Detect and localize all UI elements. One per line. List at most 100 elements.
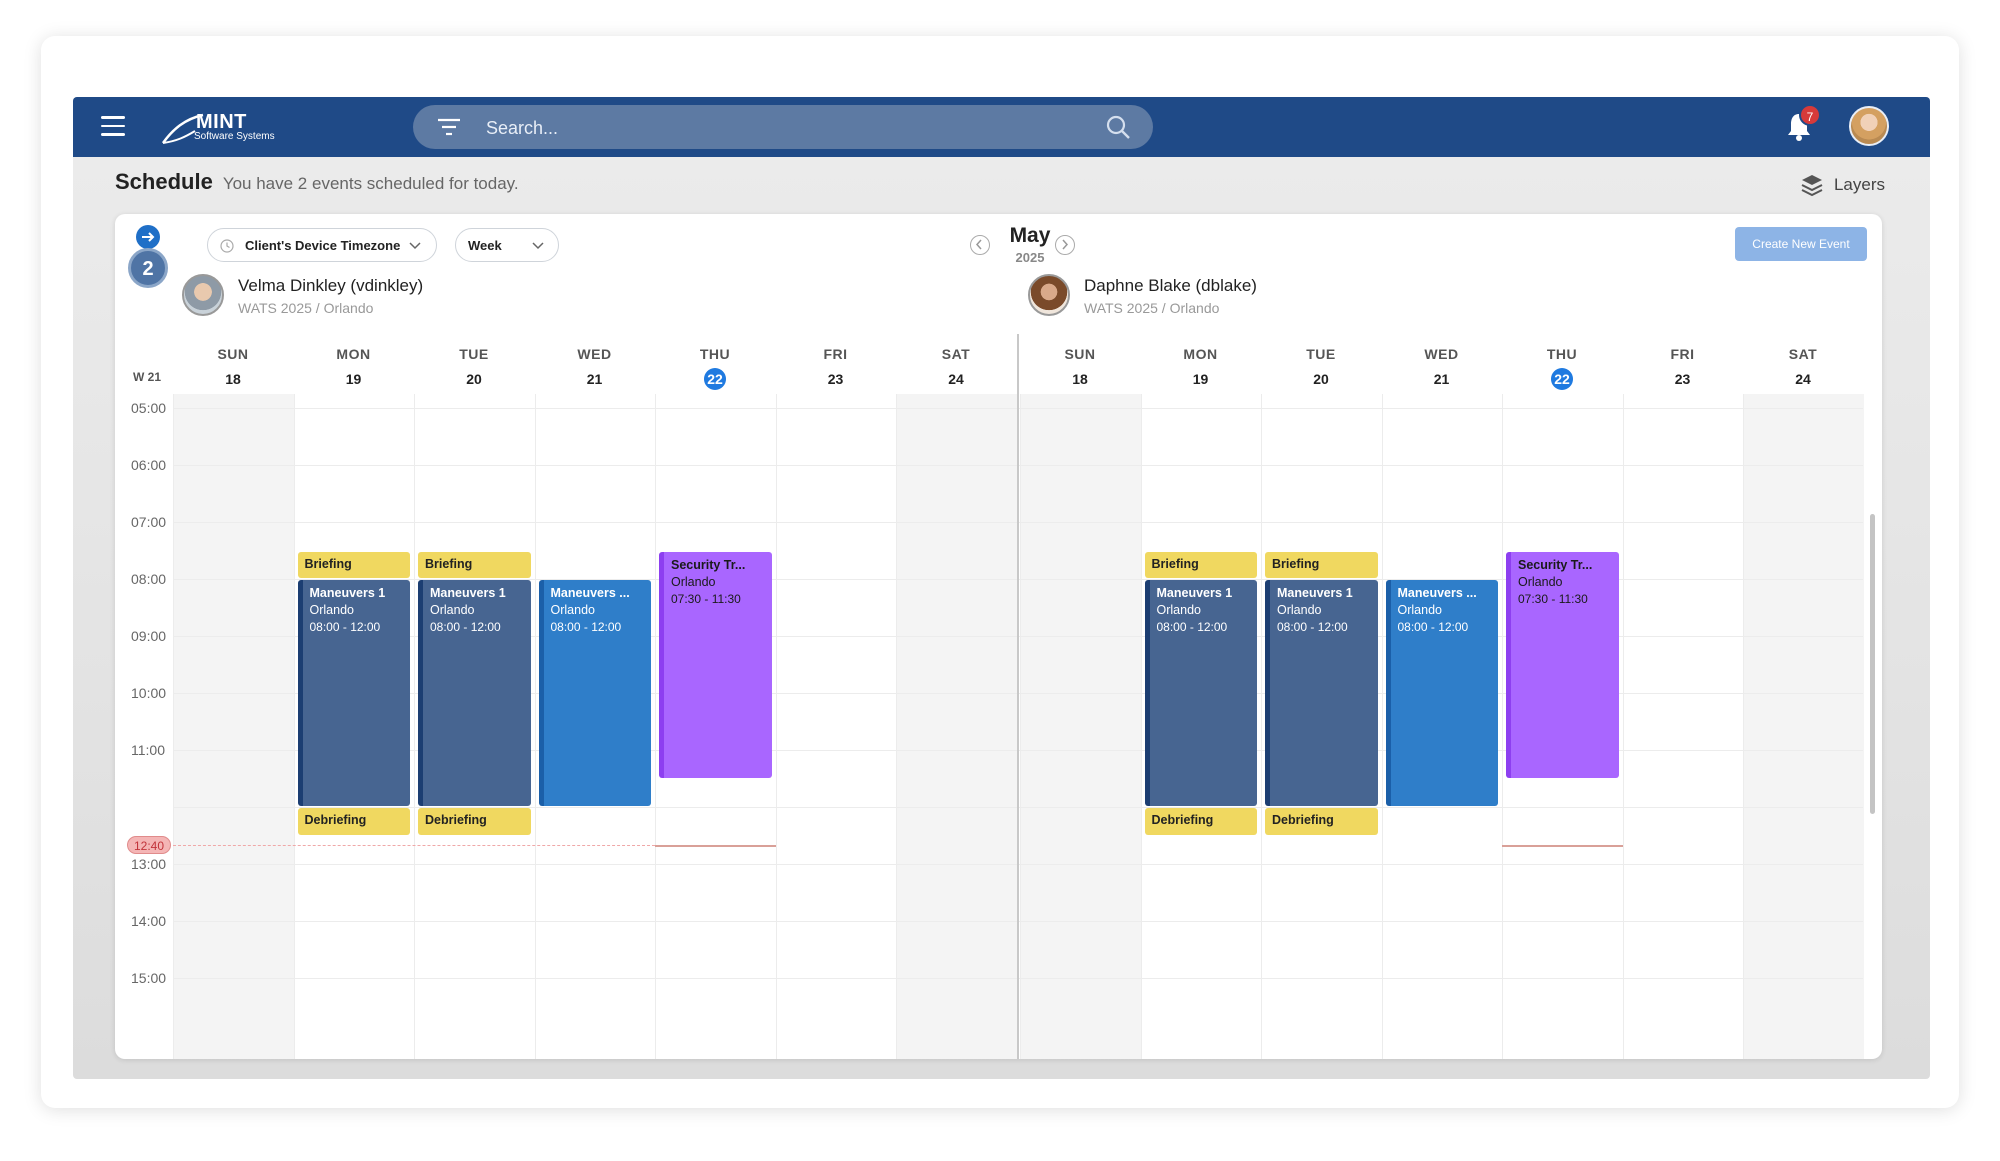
event-title: Maneuvers 1 (430, 586, 506, 601)
day-date: 23 (1674, 371, 1691, 387)
day-header-thu[interactable]: THU 22 (1502, 346, 1622, 390)
day-header-fri[interactable]: FRI 23 (1623, 346, 1743, 390)
event-title: Maneuvers ... (550, 586, 630, 601)
hour-label: 06:00 (131, 457, 167, 474)
day-name: TUE (459, 346, 489, 362)
event-briefing[interactable]: Briefing (418, 551, 531, 579)
next-month-button[interactable] (1055, 235, 1075, 255)
event-time: 08:00 - 12:00 (430, 620, 501, 635)
event-maneuvers-1[interactable]: Maneuvers 1 Orlando 08:00 - 12:00 (1144, 580, 1257, 807)
person-avatar (182, 274, 224, 316)
event-debriefing[interactable]: Debriefing (1144, 808, 1257, 835)
event-briefing[interactable]: Briefing (297, 551, 410, 579)
event-location: Orlando (1277, 603, 1322, 618)
day-header-thu[interactable]: THU 22 (655, 346, 775, 390)
search-bar[interactable]: Search... (413, 105, 1153, 149)
search-icon[interactable] (1105, 114, 1131, 140)
day-header-fri[interactable]: FRI 23 (776, 346, 896, 390)
chevron-right-icon (1062, 239, 1069, 250)
day-column[interactable] (293, 394, 415, 1059)
event-title: Briefing (1151, 556, 1199, 571)
day-column[interactable] (1502, 394, 1623, 1059)
today-time-marker (1502, 845, 1623, 848)
today-date: 22 (704, 368, 726, 390)
day-header-wed[interactable]: WED 21 (1382, 346, 1502, 390)
event-maneuvers[interactable]: Maneuvers ... Orlando 08:00 - 12:00 (538, 580, 651, 807)
hour-label: 15:00 (131, 970, 167, 987)
day-date: 20 (466, 371, 482, 387)
hour-label: 10:00 (131, 685, 167, 702)
day-column[interactable] (173, 394, 294, 1059)
vertical-scrollbar[interactable] (1870, 514, 1875, 814)
day-column[interactable] (1140, 394, 1262, 1059)
day-column[interactable] (414, 394, 535, 1059)
event-location: Orlando (671, 574, 716, 589)
day-header-wed[interactable]: WED 21 (535, 346, 655, 390)
day-header-sat[interactable]: SAT 24 (1743, 346, 1863, 390)
day-column[interactable] (534, 394, 656, 1059)
today-time-marker (655, 845, 776, 848)
day-header-sat[interactable]: SAT 24 (896, 346, 1016, 390)
chevron-left-icon (975, 239, 982, 250)
today-date: 22 (1551, 368, 1573, 390)
day-column[interactable] (775, 394, 897, 1059)
clock-icon (220, 239, 234, 253)
day-header-tue[interactable]: TUE 20 (414, 346, 534, 390)
create-event-button[interactable]: Create New Event (1735, 227, 1867, 261)
day-column[interactable] (1261, 394, 1382, 1059)
filter-icon[interactable] (437, 118, 461, 136)
hour-label: 13:00 (131, 856, 167, 873)
day-date: 24 (948, 371, 964, 387)
person-subtitle: WATS 2025 / Orlando (238, 300, 374, 316)
month-label: May (1009, 224, 1051, 247)
search-input[interactable]: Search... (486, 118, 559, 138)
event-maneuvers-1[interactable]: Maneuvers 1 Orlando 08:00 - 12:00 (1265, 580, 1378, 807)
event-location: Orlando (430, 603, 475, 618)
day-name: SUN (1064, 346, 1096, 362)
prev-month-button[interactable] (970, 235, 990, 255)
day-date: 23 (827, 371, 844, 387)
event-maneuvers-1[interactable]: Maneuvers 1 Orlando 08:00 - 12:00 (297, 580, 410, 807)
timezone-select[interactable]: Client's Device Timezone (207, 228, 437, 262)
expand-button[interactable] (136, 225, 160, 249)
day-column[interactable] (1020, 394, 1141, 1059)
day-column[interactable] (896, 394, 1017, 1059)
view-select[interactable]: Week (455, 228, 559, 262)
day-name: SAT (941, 346, 971, 362)
day-column[interactable] (1381, 394, 1503, 1059)
event-security-tr[interactable]: Security Tr... Orlando 07:30 - 11:30 (1506, 551, 1619, 778)
event-maneuvers-1[interactable]: Maneuvers 1 Orlando 08:00 - 12:00 (418, 580, 531, 807)
logo[interactable]: MINT Software Systems (159, 107, 289, 149)
people-count-badge[interactable]: 2 (128, 248, 168, 288)
event-debriefing[interactable]: Debriefing (1265, 808, 1378, 835)
day-column[interactable] (1622, 394, 1744, 1059)
page-subtitle: You have 2 events scheduled for today. (222, 174, 519, 193)
event-title: Maneuvers 1 (309, 586, 386, 601)
layers-button[interactable]: Layers (1800, 173, 1885, 197)
event-time: 07:30 - 11:30 (1518, 591, 1588, 606)
day-name: WED (1424, 346, 1459, 362)
user-avatar[interactable] (1849, 106, 1889, 146)
event-title: Maneuvers ... (1397, 586, 1477, 601)
person-subtitle: WATS 2025 / Orlando (1084, 300, 1220, 316)
day-header-mon[interactable]: MON 19 (1141, 346, 1261, 390)
day-header-sun[interactable]: SUN 18 (173, 346, 293, 390)
event-briefing[interactable]: Briefing (1144, 551, 1257, 579)
event-maneuvers[interactable]: Maneuvers ... Orlando 08:00 - 12:00 (1385, 580, 1498, 807)
menu-icon[interactable] (101, 116, 125, 136)
day-header-mon[interactable]: MON 19 (294, 346, 414, 390)
event-debriefing[interactable]: Debriefing (418, 808, 531, 835)
day-date: 19 (345, 371, 362, 387)
page-title: Schedule (115, 169, 213, 194)
app-window: MINT Software Systems Search... 7 Schedu… (73, 97, 1930, 1079)
current-time-badge: 12:40 (127, 836, 171, 855)
day-column[interactable] (1743, 394, 1864, 1059)
event-time: 08:00 - 12:00 (1156, 620, 1228, 635)
day-column[interactable] (655, 394, 776, 1059)
event-briefing[interactable]: Briefing (1265, 551, 1378, 579)
event-security-tr[interactable]: Security Tr... Orlando 07:30 - 11:30 (659, 551, 772, 778)
event-title: Security Tr... (1518, 557, 1593, 572)
day-header-sun[interactable]: SUN 18 (1020, 346, 1140, 390)
event-debriefing[interactable]: Debriefing (297, 808, 410, 835)
day-header-tue[interactable]: TUE 20 (1261, 346, 1381, 390)
